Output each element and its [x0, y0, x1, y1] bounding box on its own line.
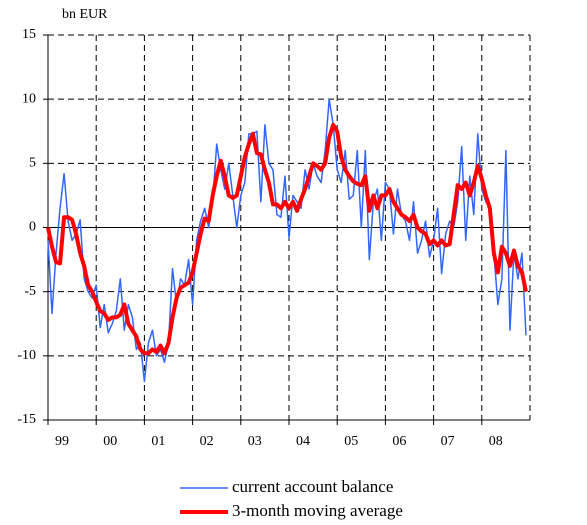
legend-label: current account balance	[232, 477, 393, 496]
x-tick-label: 05	[344, 434, 358, 449]
y-tick-label: 15	[22, 27, 36, 42]
y-tick-label: -15	[17, 412, 36, 427]
y-axis-unit: bn EUR	[62, 7, 108, 22]
data-line	[47, 98, 527, 383]
x-tick-label: 02	[200, 434, 214, 449]
y-tick-label: -10	[17, 348, 36, 363]
legend: current account balance 3-month moving av…	[180, 477, 403, 520]
legend-label: 3-month moving average	[232, 501, 403, 520]
y-tick-label: 10	[22, 91, 36, 106]
x-tick-label: 08	[489, 434, 503, 449]
y-tick-label: -5	[24, 284, 36, 299]
y-tick-label: 5	[29, 156, 36, 171]
x-tick-label: 00	[103, 434, 117, 449]
x-tick-label: 07	[441, 434, 455, 449]
x-tick-label: 99	[55, 434, 69, 449]
x-tick-label: 04	[296, 434, 310, 449]
x-tick-label: 06	[392, 434, 406, 449]
x-tick-label: 03	[248, 434, 262, 449]
data-line	[46, 122, 528, 356]
x-tick-label: 01	[151, 434, 165, 449]
y-tick-label: 0	[29, 220, 36, 235]
